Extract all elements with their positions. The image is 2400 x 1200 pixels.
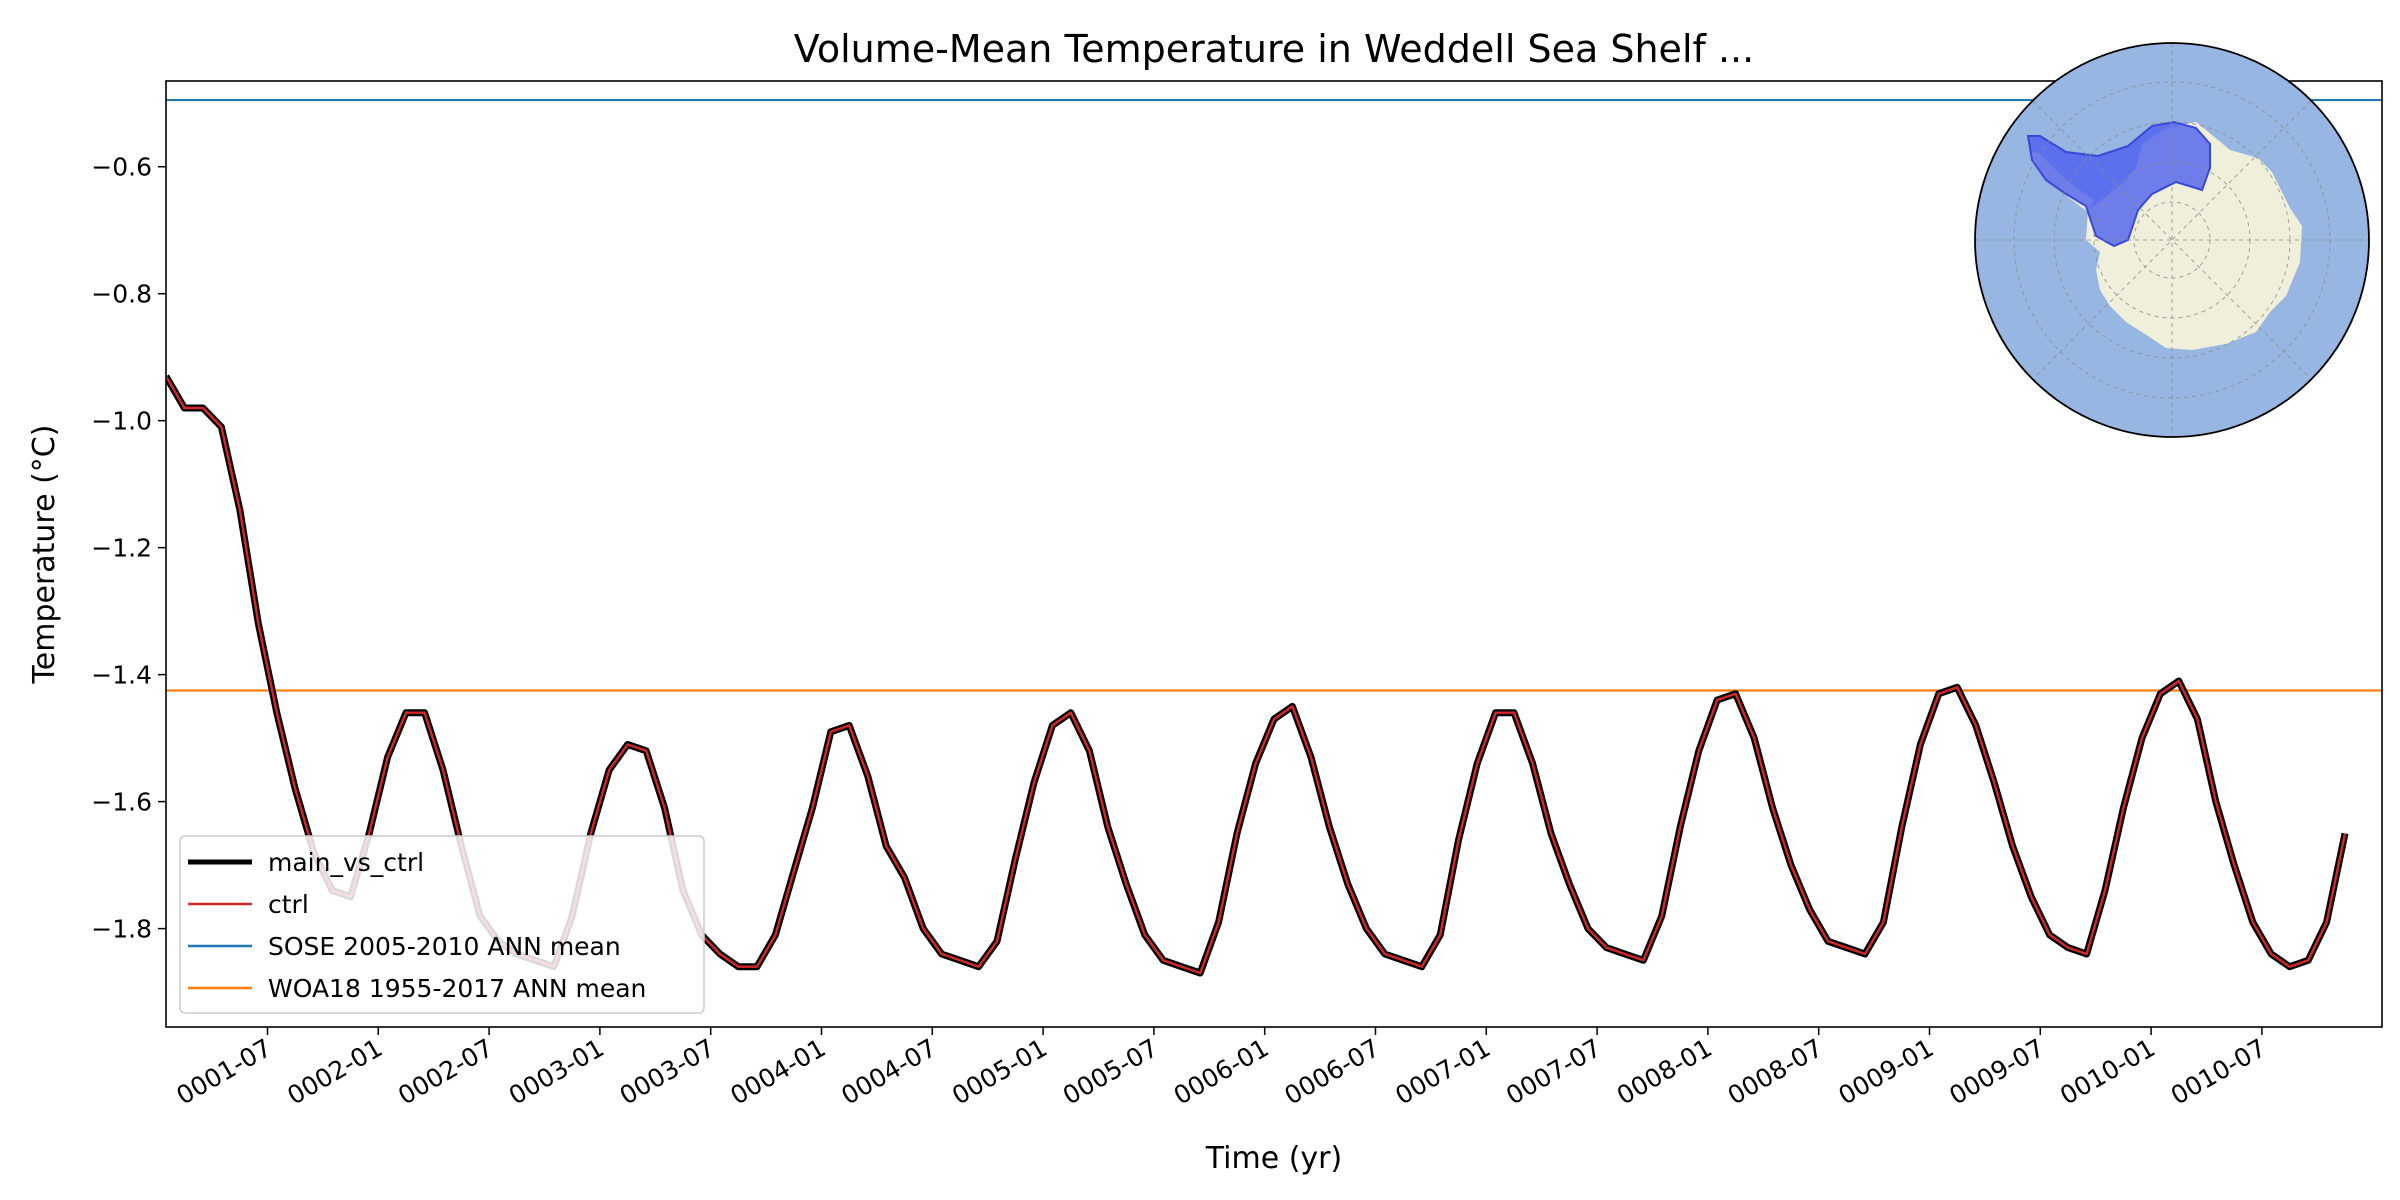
y-tick-label: −1.8 [91,915,152,944]
chart-title: Volume-Mean Temperature in Weddell Sea S… [794,27,1754,71]
legend-label: SOSE 2005-2010 ANN mean [268,932,621,961]
legend-label: WOA18 1955-2017 ANN mean [268,974,646,1003]
legend-label: ctrl [268,890,309,919]
y-tick-label: −1.0 [91,407,152,436]
map-border [1974,42,2370,438]
legend-label: main_vs_ctrl [268,848,424,877]
y-tick-label: −1.6 [91,788,152,817]
reference-lines [166,98,2382,692]
y-axis: −0.6 −0.8 −1.0 −1.2 −1.4 −1.6 −1.8 [91,153,166,944]
y-tick-label: −0.8 [91,280,152,309]
x-axis-label: Time (yr) [1205,1141,1342,1176]
y-tick-label: −1.2 [91,534,152,563]
antarctica-map-inset [1974,42,2370,438]
legend-box [179,835,705,1014]
y-axis-label: Temperature (°C) [27,425,62,685]
map-gridlines [1975,43,2369,437]
y-tick-label: −0.6 [91,153,152,182]
y-tick-label: −1.4 [91,661,152,690]
map-weddell-shelf-region [2026,120,2211,248]
plot-frame [165,80,2383,1028]
